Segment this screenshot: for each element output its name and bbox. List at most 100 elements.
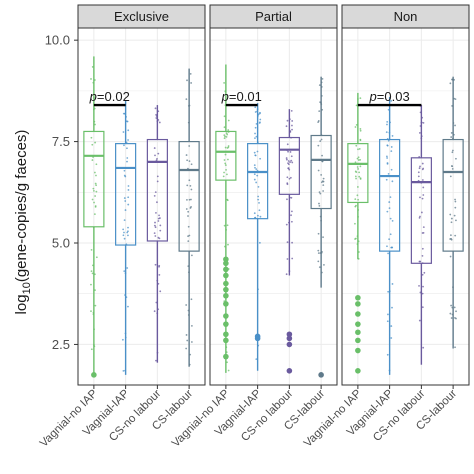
jitter-point xyxy=(123,144,125,147)
jitter-point xyxy=(359,128,362,130)
jitter-point xyxy=(320,86,323,88)
jitter-point xyxy=(95,184,98,187)
jitter-point xyxy=(188,363,191,366)
jitter-point xyxy=(157,282,160,285)
jitter-point xyxy=(189,185,192,187)
jitter-point xyxy=(291,120,294,122)
jitter-point xyxy=(93,201,95,204)
jitter-point xyxy=(358,251,360,253)
jitter-point xyxy=(153,224,156,227)
jitter-point xyxy=(189,353,192,356)
jitter-point xyxy=(389,121,391,124)
jitter-point xyxy=(357,148,359,151)
jitter-point xyxy=(254,166,256,169)
jitter-point xyxy=(356,157,359,160)
jitter-point xyxy=(188,198,191,201)
box-body xyxy=(215,130,237,181)
jitter-point xyxy=(287,163,290,166)
jitter-point xyxy=(422,346,425,349)
y-tick-label: 7.5 xyxy=(52,134,70,149)
jitter-point xyxy=(224,146,227,149)
jitter-point xyxy=(124,332,127,335)
jitter-point xyxy=(386,144,389,147)
jitter-point xyxy=(318,266,321,269)
panel-background xyxy=(342,28,469,385)
jitter-point xyxy=(422,285,424,288)
facet-strip xyxy=(341,4,470,29)
jitter-point xyxy=(319,192,322,195)
box-body xyxy=(178,140,200,252)
jitter-point xyxy=(256,150,259,153)
jitter-point xyxy=(290,110,293,112)
jitter-point xyxy=(127,185,130,187)
jitter-point xyxy=(95,174,97,177)
jitter-point xyxy=(189,207,192,209)
jitter-point xyxy=(126,231,129,234)
box-body xyxy=(347,143,369,204)
jitter-point xyxy=(254,154,257,157)
jitter-point xyxy=(185,334,188,336)
facet-strip-label: Exclusive xyxy=(114,9,169,24)
jitter-point xyxy=(185,98,188,101)
jitter-point xyxy=(94,273,96,276)
jitter-point xyxy=(223,134,226,137)
jitter-point xyxy=(255,135,258,138)
jitter-point xyxy=(451,78,454,81)
jitter-point xyxy=(90,78,92,80)
jitter-point xyxy=(450,238,453,241)
jitter-point xyxy=(449,312,452,315)
jitter-point xyxy=(454,198,456,201)
jitter-point xyxy=(159,290,162,293)
jitter-point xyxy=(286,183,289,186)
jitter-point xyxy=(188,104,191,107)
jitter-point xyxy=(452,122,455,124)
jitter-point xyxy=(355,171,358,174)
jitter-point xyxy=(124,200,127,202)
jitter-point xyxy=(125,141,128,144)
jitter-point xyxy=(227,146,230,149)
jitter-point xyxy=(95,256,98,259)
jitter-point xyxy=(94,123,96,126)
jitter-point xyxy=(322,177,325,180)
jitter-point xyxy=(254,111,257,113)
jitter-point xyxy=(126,267,129,269)
box-cs-no-labour xyxy=(278,109,300,374)
svg-text:log10(gene-copies/g faeces): log10(gene-copies/g faeces) xyxy=(13,130,33,315)
box-body xyxy=(410,157,432,264)
jitter-point xyxy=(188,160,191,163)
jitter-point xyxy=(389,196,392,199)
jitter-point xyxy=(358,148,361,150)
jitter-point xyxy=(386,320,389,323)
jitter-point xyxy=(357,98,359,100)
outlier-point xyxy=(223,256,229,263)
jitter-point xyxy=(257,198,260,201)
jitter-point xyxy=(95,190,98,193)
jitter-point xyxy=(357,168,359,170)
jitter-point xyxy=(320,174,323,176)
jitter-point xyxy=(123,174,126,177)
jitter-point xyxy=(359,139,362,142)
jitter-point xyxy=(226,224,229,227)
jitter-point xyxy=(254,106,257,109)
jitter-point xyxy=(318,202,320,205)
y-tick-label: 5.0 xyxy=(52,236,70,251)
jitter-point xyxy=(318,110,321,113)
jitter-point xyxy=(187,271,190,274)
jitter-point xyxy=(94,205,97,207)
jitter-point xyxy=(356,194,359,197)
jitter-point xyxy=(388,369,391,372)
jitter-point xyxy=(453,97,456,100)
outlier-point xyxy=(223,301,229,307)
outlier-point xyxy=(318,372,324,378)
jitter-point xyxy=(420,137,423,140)
jitter-point xyxy=(223,224,226,227)
jitter-point xyxy=(223,82,225,84)
jitter-point xyxy=(387,252,390,255)
jitter-point xyxy=(387,313,389,316)
jitter-point xyxy=(390,146,393,148)
jitter-point xyxy=(154,107,157,110)
jitter-point xyxy=(155,117,158,119)
jitter-point xyxy=(386,162,389,164)
jitter-point xyxy=(223,159,226,161)
